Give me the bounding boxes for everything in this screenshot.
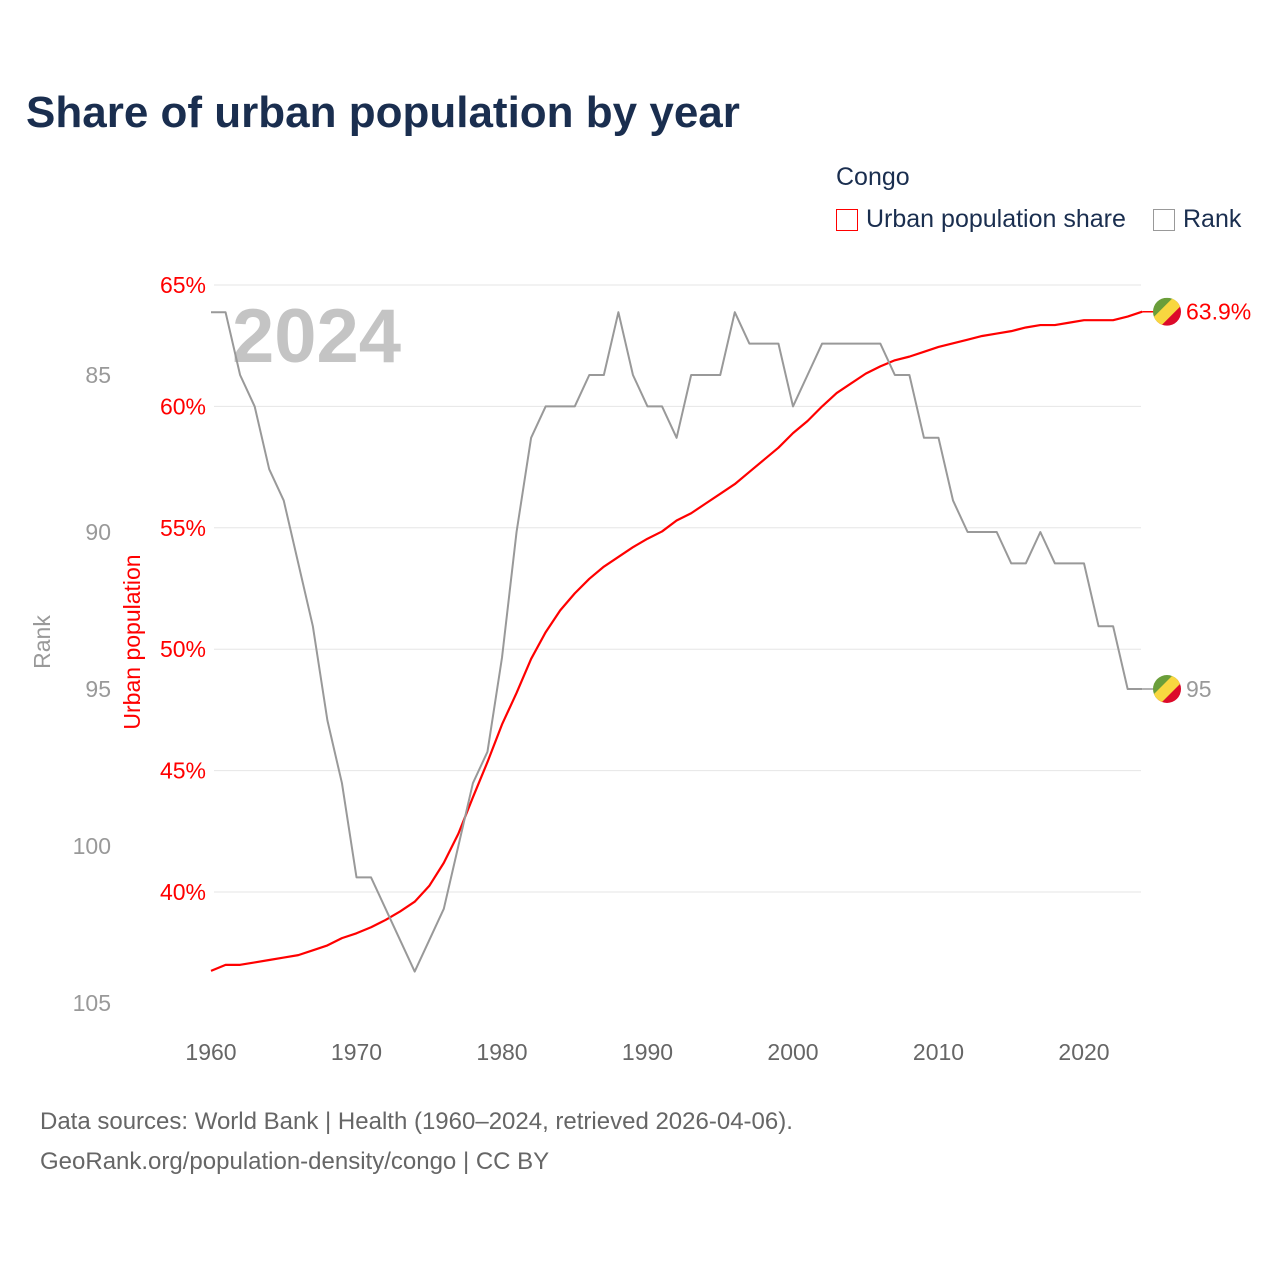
year-watermark: 2024 — [232, 294, 401, 379]
x-tick: 1970 — [331, 1039, 382, 1065]
y-tick-left: 40% — [160, 879, 206, 905]
congo-flag-icon — [1153, 297, 1181, 326]
y-tick-rank: 90 — [85, 519, 111, 545]
y-tick-left: 50% — [160, 636, 206, 662]
y-tick-rank: 105 — [73, 990, 111, 1016]
y-axis-label-left: Urban population — [119, 554, 145, 729]
x-tick: 1990 — [622, 1039, 673, 1065]
urban-share-line — [210, 310, 1143, 972]
legend-item-rank[interactable]: Rank — [1153, 205, 1241, 234]
x-tick: 1960 — [185, 1039, 236, 1065]
legend-label-urban: Urban population share — [866, 205, 1126, 233]
source-line-2[interactable]: GeoRank.org/population-density/congo | C… — [40, 1148, 550, 1175]
legend-title: Congo — [836, 163, 910, 191]
y-tick-left: 60% — [160, 393, 206, 419]
legend-swatch-rank — [1153, 208, 1175, 231]
y-tick-rank: 100 — [73, 833, 111, 859]
x-tick: 2010 — [913, 1039, 964, 1065]
y-tick-rank: 85 — [85, 362, 111, 388]
legend-swatch-urban — [836, 208, 858, 231]
chart-title: Share of urban population by year — [26, 88, 740, 137]
congo-flag-icon — [1153, 675, 1181, 703]
x-tick: 1980 — [476, 1039, 527, 1065]
y-axis-label-rank: Rank — [29, 615, 55, 669]
end-label-rank: 95 — [1186, 676, 1212, 702]
legend-item-urban[interactable]: Urban population share — [836, 205, 1126, 234]
x-tick: 2000 — [767, 1039, 818, 1065]
y-tick-left: 55% — [160, 515, 206, 541]
source-line-1: Data sources: World Bank | Health (1960–… — [40, 1108, 793, 1135]
y-tick-left: 45% — [160, 758, 206, 784]
end-label-urban: 63.9% — [1186, 299, 1251, 325]
x-tick: 2020 — [1058, 1039, 1109, 1065]
rank-line — [211, 311, 1143, 973]
y-tick-rank: 95 — [85, 676, 111, 702]
legend-label-rank: Rank — [1183, 205, 1242, 233]
y-tick-left: 65% — [160, 272, 206, 298]
